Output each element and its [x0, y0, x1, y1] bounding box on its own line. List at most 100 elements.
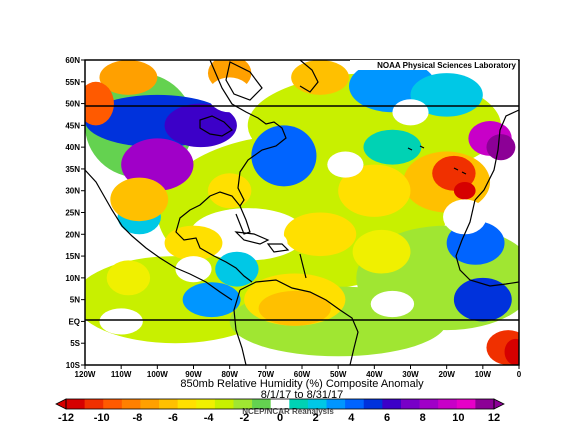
anomaly-region — [291, 60, 350, 95]
colorbar-tick-label: 2 — [313, 412, 319, 424]
lat-label: 35N — [65, 165, 80, 174]
anomaly-region — [283, 212, 357, 257]
lon-label: 30W — [402, 370, 419, 379]
colorbar-tick-label: -8 — [132, 412, 142, 424]
west-africa-coast — [455, 199, 519, 287]
anomaly-region — [175, 256, 212, 283]
lat-label: 40N — [65, 143, 80, 152]
lat-label: 20N — [65, 230, 80, 239]
anomaly-region — [99, 60, 158, 95]
colorbar-min-arrow — [55, 398, 67, 410]
anomaly-region — [207, 77, 252, 113]
colorbar-tick-label: -2 — [239, 412, 249, 424]
colorbar-swatch — [121, 399, 141, 409]
colorbar-tick-label: 8 — [420, 412, 426, 424]
coastlines — [85, 60, 519, 365]
lat-label: 55N — [65, 78, 80, 87]
colorbar-swatch — [270, 399, 290, 409]
colorbar-swatch — [196, 399, 216, 409]
azores-islands — [407, 145, 425, 151]
anomaly-region — [443, 199, 487, 235]
lat-label: 50N — [65, 100, 80, 109]
lon-label: 70W — [258, 370, 275, 379]
colorbar-outline — [65, 398, 495, 410]
anomaly-region — [164, 103, 237, 148]
lat-label: 45N — [65, 121, 80, 130]
colorbar-swatch — [177, 399, 197, 409]
lat-label: 30N — [65, 187, 80, 196]
colorbar-swatch — [103, 399, 123, 409]
lon-label: 100W — [147, 370, 168, 379]
south-america-coast — [239, 279, 359, 365]
colorbar-swatch — [419, 399, 439, 409]
anomaly-region — [504, 338, 519, 365]
anomaly-region — [327, 151, 364, 178]
map-title: 850mb Relative Humidity (%) Composite An… — [180, 378, 424, 390]
map-subtitle: 8/1/17 to 8/31/17 — [261, 389, 344, 401]
colorbar-swatch — [289, 399, 309, 409]
colorbar-tick-label: 10 — [452, 412, 464, 424]
colorbar-swatch — [252, 399, 272, 409]
great-lakes-outline — [199, 115, 233, 137]
anomaly-region — [453, 182, 476, 200]
colorbar-swatch — [307, 399, 327, 409]
colorbar-swatch — [214, 399, 234, 409]
reanalysis-footer: NCEP/NCAR Reanalysis — [242, 407, 334, 416]
anomaly-region — [392, 99, 429, 126]
iberia-north-africa-coast — [474, 109, 519, 201]
anomaly-region — [99, 308, 143, 335]
colorbar-swatch — [159, 399, 179, 409]
lon-label: 40W — [366, 370, 383, 379]
lon-label: 60W — [294, 370, 311, 379]
lat-label: 5N — [70, 296, 80, 305]
credit-box — [350, 60, 518, 70]
lat-label: 5S — [70, 339, 80, 348]
colorbar-swatch — [438, 399, 458, 409]
canary-islands — [453, 167, 467, 175]
anomaly-region — [453, 277, 512, 322]
lat-label: 60N — [65, 56, 80, 65]
lon-label: 110W — [111, 370, 132, 379]
lat-label: EQ — [68, 317, 80, 326]
colorbar-tick-label: -4 — [204, 412, 215, 424]
longitude-axis: 120W 110W 100W 90W 80W 70W 60W 50W 40W 30W 20W 10W 0 — [75, 365, 522, 379]
anomaly-region — [352, 229, 411, 274]
colorbar-swatch — [345, 399, 365, 409]
colorbar-tick-label: 6 — [384, 412, 390, 424]
colorbar-tick-label: -10 — [94, 412, 110, 424]
colorbar-tick-label: 0 — [277, 412, 283, 424]
lat-label: 15N — [65, 252, 80, 261]
colorbar-swatch — [456, 399, 476, 409]
anomaly-region — [432, 155, 476, 191]
colorbar-swatch — [66, 399, 86, 409]
anomaly-region — [363, 129, 422, 165]
lon-label: 10W — [475, 370, 492, 379]
anomaly-fields — [85, 60, 519, 365]
colorbar-swatch — [233, 399, 253, 409]
anomaly-region — [85, 81, 114, 126]
colorbar-swatch — [475, 399, 495, 409]
hudson-bay-outline — [225, 61, 263, 101]
lon-label: 20W — [438, 370, 455, 379]
north-america-west-coast — [85, 169, 233, 301]
colorbar-swatch — [363, 399, 383, 409]
colorbar-max-arrow — [493, 398, 505, 410]
lon-label: 0 — [517, 370, 522, 379]
colorbar-tick-label: 4 — [348, 412, 355, 424]
lat-label: 25N — [65, 209, 80, 218]
lon-label: 80W — [221, 370, 238, 379]
lon-label: 50W — [330, 370, 347, 379]
lon-label: 90W — [185, 370, 202, 379]
anomaly-region — [244, 229, 288, 257]
greenland-coast — [299, 60, 319, 93]
colorbar-swatch — [140, 399, 160, 409]
anomaly-region — [106, 260, 151, 296]
colorbar-swatch — [326, 399, 346, 409]
anomaly-region — [207, 173, 252, 209]
south-america-west-coast — [233, 289, 247, 365]
lon-label: 120W — [75, 370, 96, 379]
anomaly-region — [338, 164, 411, 217]
colorbar-tick-label: -6 — [168, 412, 178, 424]
credit-label: NOAA Physical Sciences Laboratory — [377, 61, 516, 70]
